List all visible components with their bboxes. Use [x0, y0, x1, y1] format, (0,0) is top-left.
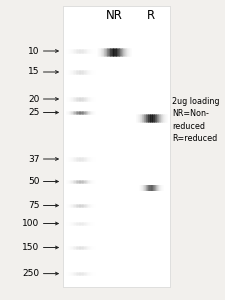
Text: 20: 20	[28, 94, 39, 103]
Text: 250: 250	[22, 269, 39, 278]
Text: 37: 37	[28, 154, 39, 164]
Text: NR: NR	[105, 9, 122, 22]
Text: 2ug loading
NR=Non-
reduced
R=reduced: 2ug loading NR=Non- reduced R=reduced	[171, 97, 218, 143]
Text: 75: 75	[28, 201, 39, 210]
Text: 150: 150	[22, 243, 39, 252]
Text: 25: 25	[28, 108, 39, 117]
Text: 50: 50	[28, 177, 39, 186]
Text: R: R	[147, 9, 155, 22]
Bar	[63, 6, 169, 286]
Text: 100: 100	[22, 219, 39, 228]
Text: 15: 15	[28, 68, 39, 76]
Text: 10: 10	[28, 46, 39, 56]
